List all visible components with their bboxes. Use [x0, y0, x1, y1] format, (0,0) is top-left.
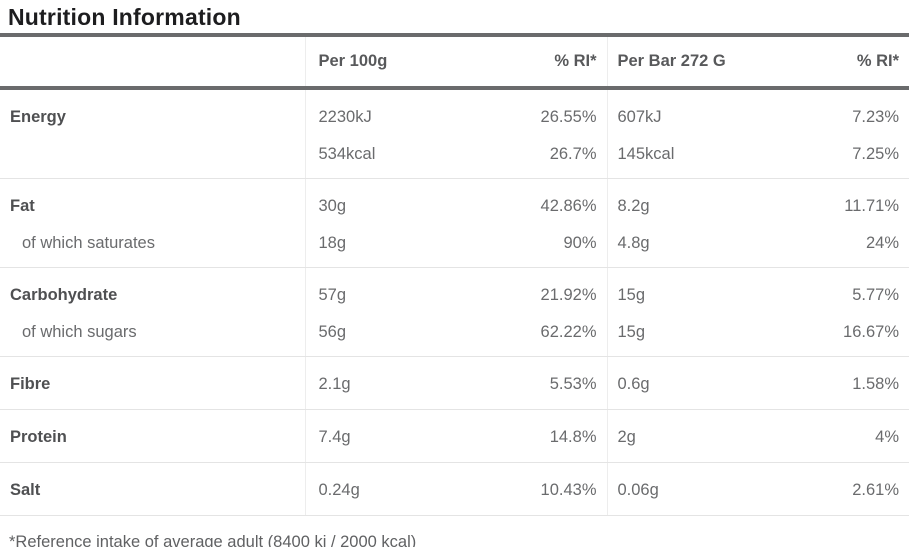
- ri-per-bar: 7.25%: [759, 128, 909, 179]
- table-row-energy-kcal: 534kcal 26.7% 145kcal 7.25%: [0, 128, 909, 179]
- value-per-bar: 15g: [606, 267, 759, 306]
- value-per-100g: 7.4g: [304, 409, 457, 463]
- value-per-bar: 0.06g: [606, 462, 759, 516]
- table-row-energy-kj: Energy 2230kJ 26.55% 607kJ 7.23%: [0, 88, 909, 128]
- nutrient-label: Fat: [10, 197, 35, 215]
- nutrient-label: Energy: [10, 108, 66, 126]
- table-row-protein: Protein 7.4g 14.8% 2g 4%: [0, 409, 909, 463]
- value-per-100g: 57g: [304, 267, 457, 306]
- ri-per-100g: 5.53%: [457, 356, 607, 410]
- table-row-saturates: of which saturates 18g 90% 4.8g 24%: [0, 217, 909, 268]
- value-per-100g: 30g: [304, 178, 457, 217]
- nutrient-label: Protein: [0, 409, 305, 463]
- value-per-bar: 15g: [606, 306, 759, 357]
- value-per-bar: 0.6g: [606, 356, 759, 410]
- ri-per-bar: 5.77%: [852, 286, 899, 304]
- nutrient-label: Salt: [0, 462, 305, 516]
- ri-per-bar: 11.71%: [844, 197, 899, 215]
- nutrition-table: Per 100g % RI* Per Bar 272 G % RI* Energ…: [0, 33, 909, 516]
- ri-per-bar: 2.61%: [759, 462, 909, 516]
- ri-per-100g: 26.7%: [457, 128, 607, 179]
- ri-per-100g: 10.43%: [457, 462, 607, 516]
- column-header-ri-per-100g: % RI*: [457, 35, 607, 90]
- header-row: Per 100g % RI* Per Bar 272 G % RI*: [0, 35, 909, 90]
- value-per-100g: 2.1g: [304, 356, 457, 410]
- ri-per-100g: 62.22%: [457, 306, 607, 357]
- table-row-carbohydrate: Carbohydrate 57g 21.92% 15g 5.77%: [0, 267, 909, 306]
- value-per-100g: 534kcal: [304, 128, 457, 179]
- value-per-bar: 607kJ: [606, 88, 759, 128]
- value-per-bar: 2g: [606, 409, 759, 463]
- nutrient-label: of which saturates: [0, 217, 305, 268]
- column-header-ri-per-bar: % RI*: [759, 35, 909, 90]
- nutrient-label: [0, 128, 305, 179]
- ri-per-bar: 24%: [759, 217, 909, 268]
- table-row-fibre: Fibre 2.1g 5.53% 0.6g 1.58%: [0, 356, 909, 410]
- ri-per-100g: 14.8%: [457, 409, 607, 463]
- nutrient-label: Carbohydrate: [10, 286, 118, 304]
- value-per-100g: 2230kJ: [304, 88, 457, 128]
- value-per-100g: 0.24g: [304, 462, 457, 516]
- table-row-sugars: of which sugars 56g 62.22% 15g 16.67%: [0, 306, 909, 357]
- value-per-bar: 4.8g: [606, 217, 759, 268]
- table-row-fat: Fat 30g 42.86% 8.2g 11.71%: [0, 178, 909, 217]
- ri-per-bar: 1.58%: [759, 356, 909, 410]
- page-title: Nutrition Information: [8, 4, 241, 30]
- ri-per-100g: 26.55%: [540, 108, 597, 126]
- value-per-bar: 145kcal: [606, 128, 759, 179]
- column-header-per-100g: Per 100g: [304, 35, 457, 90]
- nutrient-label: Fibre: [0, 356, 305, 410]
- value-per-bar: 8.2g: [606, 178, 759, 217]
- ri-per-100g: 42.86%: [540, 197, 597, 215]
- nutrient-label: of which sugars: [0, 306, 305, 357]
- ri-per-100g: 21.92%: [540, 286, 597, 304]
- ri-per-bar: 16.67%: [759, 306, 909, 357]
- ri-per-bar: 4%: [759, 409, 909, 463]
- reference-intake-footnote: *Reference intake of average adult (8400…: [9, 533, 417, 547]
- value-per-100g: 56g: [304, 306, 457, 357]
- column-header-blank: [0, 35, 305, 90]
- ri-per-bar: 7.23%: [852, 108, 899, 126]
- column-header-per-bar: Per Bar 272 G: [606, 35, 759, 90]
- ri-per-100g: 90%: [457, 217, 607, 268]
- table-row-salt: Salt 0.24g 10.43% 0.06g 2.61%: [0, 462, 909, 516]
- value-per-100g: 18g: [304, 217, 457, 268]
